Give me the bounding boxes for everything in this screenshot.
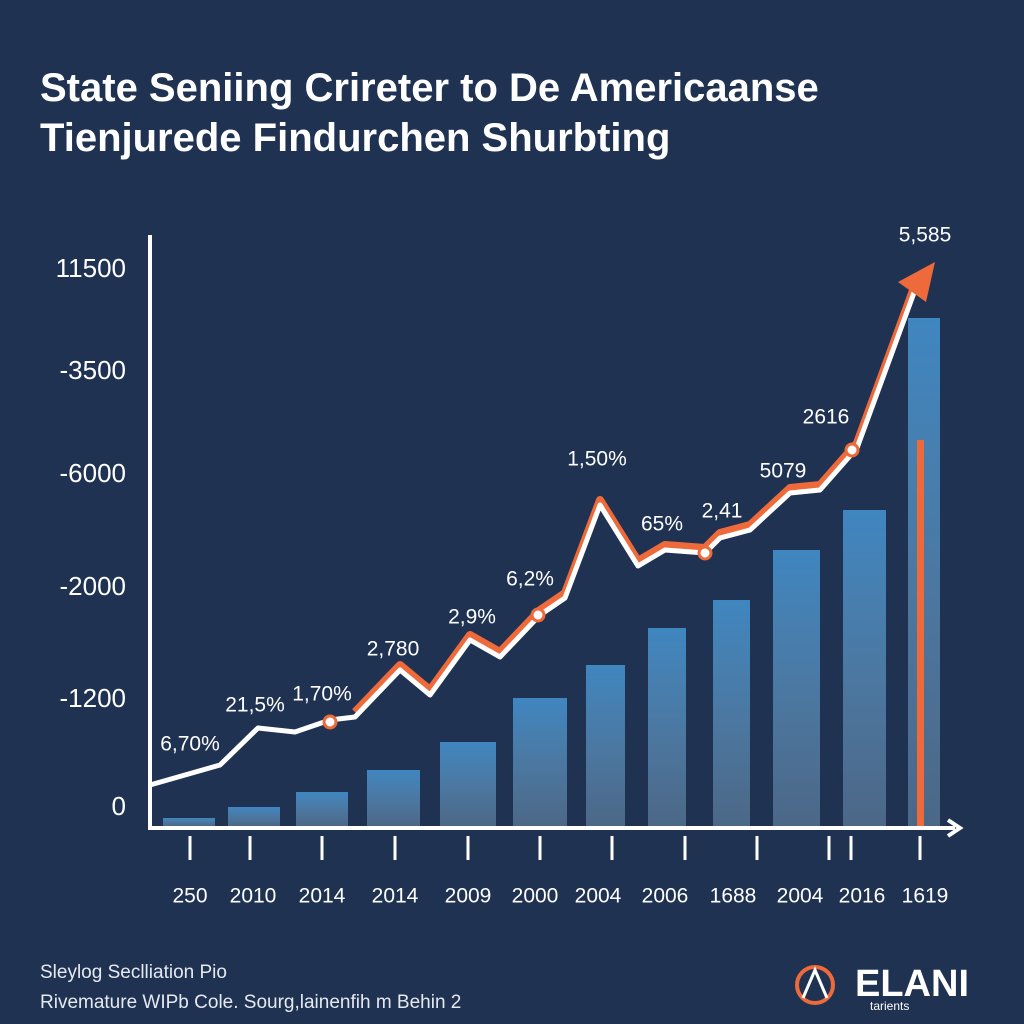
bar xyxy=(773,550,820,826)
point-label: 2,9% xyxy=(448,606,496,629)
title-line: Tienjurede Findurchen Shurbting xyxy=(40,116,670,160)
x-axis-label: 2006 xyxy=(642,885,689,908)
point-marker xyxy=(844,442,860,458)
bar xyxy=(648,628,686,826)
labels: 11500 -3500 -6000 -2000 -1200 0 250 2010 2014 201… xyxy=(56,224,952,908)
logo-name: ELANI xyxy=(855,963,969,1005)
bar xyxy=(296,792,348,826)
x-axis-label: 2000 xyxy=(512,885,559,908)
bar xyxy=(367,770,420,826)
footer-line: Sleylog Seclliation Pio xyxy=(40,962,227,983)
x-axis-label: 2010 xyxy=(230,885,277,908)
x-axis-label: 1619 xyxy=(902,885,949,908)
point-marker xyxy=(322,714,338,730)
x-axis-label: 2016 xyxy=(839,885,886,908)
logo-tagline: tarients xyxy=(870,999,909,1013)
bar xyxy=(713,600,750,826)
bar xyxy=(228,807,280,826)
y-axis-label: 0 xyxy=(112,791,126,821)
y-axis-label: -3500 xyxy=(60,355,127,385)
logo: ELANI tarients xyxy=(795,963,969,1013)
point-label: 2,780 xyxy=(367,638,420,661)
point-label: 6,70% xyxy=(160,733,220,756)
point-marker xyxy=(530,607,546,623)
bar xyxy=(440,742,496,826)
footer-line: Rivemature WIPb Cole. Sourg,lainenfih m … xyxy=(40,992,461,1013)
logo-icon-mark xyxy=(801,966,829,999)
bar xyxy=(163,818,215,826)
bar xyxy=(843,510,886,826)
x-axis-arrow xyxy=(946,818,964,838)
point-label: 21,5% xyxy=(225,694,285,717)
y-axis-label: -2000 xyxy=(60,571,127,601)
x-axis-label: 2009 xyxy=(445,885,492,908)
bar xyxy=(586,665,625,826)
point-label: 5079 xyxy=(760,460,807,483)
x-axis-label: 2014 xyxy=(299,885,346,908)
point-label: 2,41 xyxy=(702,500,743,523)
trend-line xyxy=(149,289,918,788)
bars xyxy=(163,318,940,826)
point-label: 5,585 xyxy=(899,224,952,247)
y-axis-label: -1200 xyxy=(60,683,127,713)
x-axis-label: 1688 xyxy=(710,885,757,908)
point-label: 6,2% xyxy=(506,568,554,591)
bar xyxy=(513,698,567,826)
point-label: 1,70% xyxy=(292,683,352,706)
x-axis-label: 2014 xyxy=(372,885,419,908)
point-label: 2616 xyxy=(803,406,850,429)
point-label: 65% xyxy=(641,513,683,536)
y-axis-label: 11500 xyxy=(56,253,126,283)
bar-accent xyxy=(917,440,924,826)
point-marker xyxy=(697,545,713,561)
x-ticks xyxy=(188,836,922,860)
x-axis-label: 2004 xyxy=(777,885,824,908)
x-axis-label: 2004 xyxy=(575,885,622,908)
title-line: State Seniing Crireter to De Americaanse xyxy=(40,66,819,110)
x-axis-label: 250 xyxy=(172,885,207,908)
point-label: 1,50% xyxy=(567,448,627,471)
trend-line-accent xyxy=(352,283,919,715)
trend-arrow xyxy=(898,262,935,302)
y-axis-label: -6000 xyxy=(60,458,127,488)
